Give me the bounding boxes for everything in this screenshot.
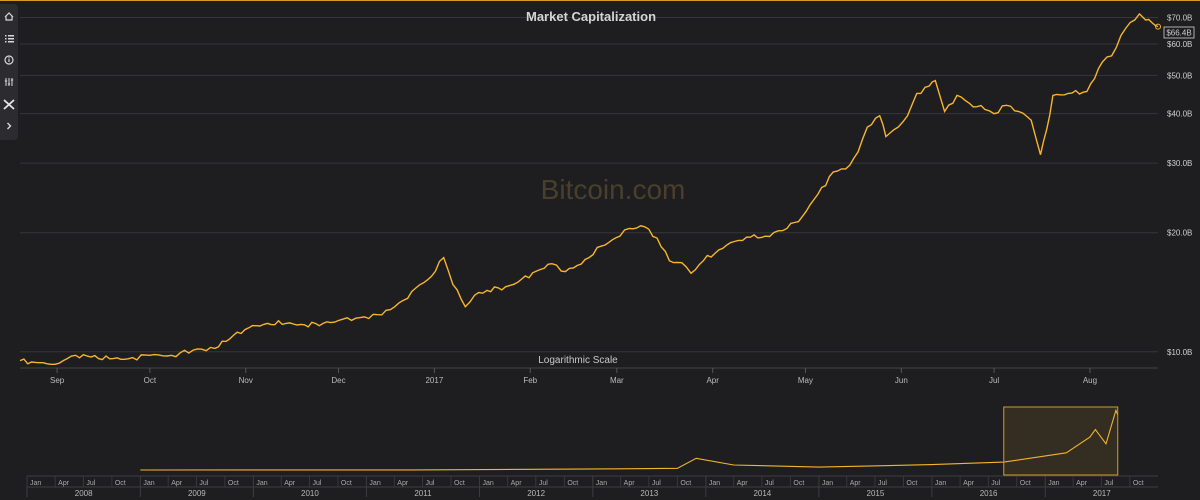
y-tick-label: $20.0B	[1167, 229, 1192, 238]
navigator-month-label: Jul	[199, 480, 208, 487]
x-tick-label: 2017	[425, 376, 443, 385]
navigator-month-label: Oct	[228, 480, 239, 487]
navigator-month-label: Jan	[596, 480, 607, 487]
navigator-month-label: Jan	[482, 480, 493, 487]
navigator-month-label: Jul	[312, 480, 321, 487]
x-axis-ticks: Sep Oct Nov Dec 2017 Feb Mar Apr May Jun Jul Aug	[50, 368, 1097, 385]
navigator-month-label: Oct	[567, 480, 578, 487]
current-value-text: $66.4B	[1166, 29, 1191, 38]
x-tick-label: Sep	[50, 376, 65, 385]
list-icon	[5, 35, 14, 43]
navigator-year-label: 2008	[75, 489, 93, 498]
navigator-month-label: Oct	[454, 480, 465, 487]
navigator-month-label: Oct	[115, 480, 126, 487]
x-tick-label: Jun	[895, 376, 908, 385]
y-tick-label: $70.0B	[1167, 14, 1192, 23]
navigator-month-label: Jul	[878, 480, 887, 487]
x-tick-label: May	[798, 376, 813, 385]
x-tick-label: Aug	[1083, 376, 1097, 385]
expand-button[interactable]	[0, 116, 18, 136]
x-tick-label: Mar	[610, 376, 624, 385]
navigator-month-label: Oct	[906, 480, 917, 487]
navigator-month-label: Jan	[1048, 480, 1059, 487]
range-navigator[interactable]: 2008 Jan Apr Jul Oct 2009 Jan Apr Jul Oct 2010 Jan A…	[26, 406, 1158, 498]
current-value-label: $66.4B	[1163, 26, 1195, 39]
y-tick-label: $40.0B	[1167, 110, 1192, 119]
navigator-year-label: 2009	[188, 489, 206, 498]
y-tick-label: $30.0B	[1167, 159, 1192, 168]
chevron-right-icon	[7, 122, 12, 130]
navigator-month-label: Apr	[963, 480, 975, 487]
x-tick-label: Dec	[331, 376, 345, 385]
navigator-month-label: Apr	[511, 480, 523, 487]
navigator-month-label: Jul	[1104, 480, 1113, 487]
market-cap-line	[19, 12, 1159, 365]
y-gridlines	[20, 17, 1158, 353]
navigator-month-label: Oct	[1133, 480, 1144, 487]
navigator-month-label: Jul	[425, 480, 434, 487]
navigator-month-label: Oct	[793, 480, 804, 487]
navigator-line	[140, 408, 1119, 471]
y-tick-label: $60.0B	[1167, 40, 1192, 49]
sliders-icon	[4, 78, 14, 86]
y-axis-labels: $10.0B $20.0B $30.0B $40.0B $50.0B $60.0B $70.…	[1167, 14, 1192, 357]
navigator-month-label: Jul	[765, 480, 774, 487]
navigator-year-label: 2016	[980, 489, 998, 498]
navigator-month-label: Jan	[369, 480, 380, 487]
navigator-month-label: Oct	[680, 480, 691, 487]
x-tick-label: Nov	[239, 376, 253, 385]
navigator-year-label: 2017	[1093, 489, 1111, 498]
navigator-month-label: Jan	[709, 480, 720, 487]
navigator-year-label: 2014	[753, 489, 771, 498]
navigator-month-label: Apr	[850, 480, 862, 487]
navigator-month-label: Jan	[256, 480, 267, 487]
navigator-month-label: Apr	[1076, 480, 1088, 487]
navigator-month-label: Jan	[935, 480, 946, 487]
y-tick-label: $10.0B	[1167, 348, 1192, 357]
navigator-year-label: 2012	[527, 489, 545, 498]
navigator-month-label: Apr	[624, 480, 636, 487]
navigator-month-label: Apr	[171, 480, 183, 487]
navigator-year-label: 2013	[640, 489, 658, 498]
x-tick-label: Feb	[523, 376, 537, 385]
chart-toolbar	[0, 4, 18, 140]
chart-title: Market Capitalization	[526, 9, 656, 24]
x-tick-label: Jul	[989, 376, 999, 385]
navigator-selection[interactable]	[1003, 406, 1119, 476]
navigator-year-label: 2010	[301, 489, 319, 498]
navigator-month-label: Oct	[1020, 480, 1031, 487]
watermark-text: Bitcoin.com	[541, 174, 686, 205]
settings-button[interactable]	[0, 72, 18, 92]
home-icon	[4, 12, 14, 21]
navigator-month-label: Apr	[58, 480, 70, 487]
navigator-month-label: Jul	[652, 480, 661, 487]
navigator-year-label: 2015	[867, 489, 885, 498]
navigator-month-label: Jan	[30, 480, 41, 487]
navigator-month-label: Apr	[284, 480, 296, 487]
tools-button[interactable]	[0, 94, 18, 114]
navigator-month-label: Jul	[86, 480, 95, 487]
navigator-month-label: Jul	[539, 480, 548, 487]
info-button[interactable]	[0, 50, 18, 70]
scale-note: Logarithmic Scale	[538, 355, 618, 366]
y-tick-label: $50.0B	[1167, 71, 1192, 80]
navigator-month-label: Jan	[822, 480, 833, 487]
navigator-ticks: 2008 Jan Apr Jul Oct 2009 Jan Apr Jul Oct 2010 Jan A…	[26, 476, 1144, 498]
navigator-year-label: 2011	[414, 489, 432, 498]
list-button[interactable]	[0, 28, 18, 48]
navigator-month-label: Apr	[397, 480, 409, 487]
home-button[interactable]	[0, 6, 18, 26]
x-tick-label: Oct	[144, 376, 157, 385]
info-icon	[4, 55, 14, 65]
navigator-month-label: Jan	[143, 480, 154, 487]
chart-top-border	[0, 0, 1200, 1]
navigator-month-label: Oct	[341, 480, 352, 487]
tools-icon	[3, 99, 15, 110]
last-point-marker	[1155, 23, 1161, 30]
navigator-month-label: Apr	[737, 480, 749, 487]
navigator-month-label: Jul	[991, 480, 1000, 487]
x-tick-label: Apr	[706, 376, 719, 385]
